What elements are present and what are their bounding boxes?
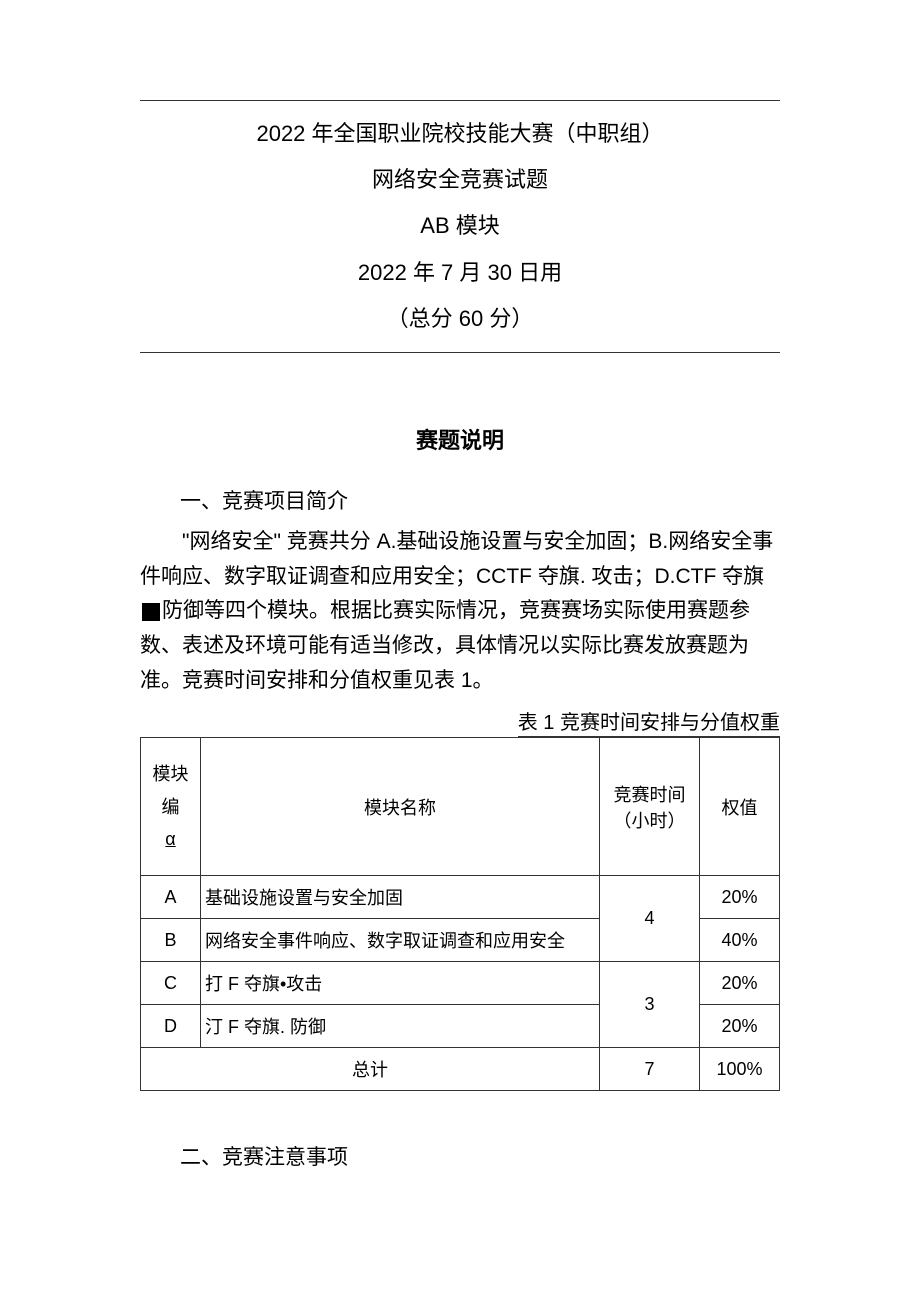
header-module-id: 模块 编 α <box>141 738 201 876</box>
subsection-1-heading: 一、竞赛项目简介 <box>180 485 780 515</box>
title-section: 2022 年全国职业院校技能大赛（中职组） 网络安全竞赛试题 AB 模块 202… <box>140 101 780 352</box>
cell-weight-d: 20% <box>700 1005 780 1048</box>
title-line-2: 网络安全竞赛试题 <box>140 157 780 203</box>
title-bottom-rule <box>140 352 780 353</box>
header-time-line2: （小时） <box>614 811 686 831</box>
cell-total-label: 总计 <box>141 1048 600 1091</box>
cell-name-b: 网络安全事件响应、数字取证调查和应用安全 <box>201 919 600 962</box>
black-square-icon <box>142 603 160 621</box>
cell-time-ab: 4 <box>600 876 700 962</box>
header-module-id-line3: α <box>165 829 175 849</box>
header-time-line1: 竞赛时间 <box>614 785 686 805</box>
cell-name-c: 打 F 夺旗•攻击 <box>201 962 600 1005</box>
cell-weight-b: 40% <box>700 919 780 962</box>
cell-id-c: C <box>141 962 201 1005</box>
header-weight: 权值 <box>700 738 780 876</box>
header-module-id-line1: 模块 <box>153 764 189 784</box>
body-paragraph: "网络安全" 竞赛共分 A.基础设施设置与安全加固；B.网络安全事件响应、数字取… <box>140 525 780 698</box>
body-text-part2: 防御等四个模块。根据比赛实际情况，竞赛赛场实际使用赛题参数、表述及环境可能有适当… <box>140 599 750 691</box>
title-line-5: （总分 60 分） <box>140 296 780 342</box>
title-line-3: AB 模块 <box>140 203 780 249</box>
cell-id-b: B <box>141 919 201 962</box>
cell-weight-c: 20% <box>700 962 780 1005</box>
cell-total-time: 7 <box>600 1048 700 1091</box>
schedule-table: 模块 编 α 模块名称 竞赛时间 （小时） 权值 A 基础设施设置与安全加固 4… <box>140 737 780 1091</box>
body-text-part1: "网络安全" 竞赛共分 A.基础设施设置与安全加固；B.网络安全事件响应、数字取… <box>140 530 773 588</box>
section-heading: 赛题说明 <box>140 423 780 455</box>
header-module-id-line2: 编 <box>162 797 180 817</box>
subsection-2-heading: 二、竞赛注意事项 <box>180 1141 780 1171</box>
cell-id-d: D <box>141 1005 201 1048</box>
title-line-4: 2022 年 7 月 30 日用 <box>140 250 780 296</box>
cell-name-d: 汀 F 夺旗. 防御 <box>201 1005 600 1048</box>
header-module-name: 模块名称 <box>201 738 600 876</box>
cell-time-cd: 3 <box>600 962 700 1048</box>
title-line-1: 2022 年全国职业院校技能大赛（中职组） <box>140 111 780 157</box>
table-row: A 基础设施设置与安全加固 4 20% <box>141 876 780 919</box>
cell-total-weight: 100% <box>700 1048 780 1091</box>
table-caption-text: 表 1 竞赛时间安排与分值权重 <box>518 712 780 737</box>
cell-weight-a: 20% <box>700 876 780 919</box>
cell-id-a: A <box>141 876 201 919</box>
table-header-row: 模块 编 α 模块名称 竞赛时间 （小时） 权值 <box>141 738 780 876</box>
table-caption: 表 1 竞赛时间安排与分值权重 <box>140 706 780 735</box>
header-time: 竞赛时间 （小时） <box>600 738 700 876</box>
cell-name-a: 基础设施设置与安全加固 <box>201 876 600 919</box>
table-row: C 打 F 夺旗•攻击 3 20% <box>141 962 780 1005</box>
table-total-row: 总计 7 100% <box>141 1048 780 1091</box>
